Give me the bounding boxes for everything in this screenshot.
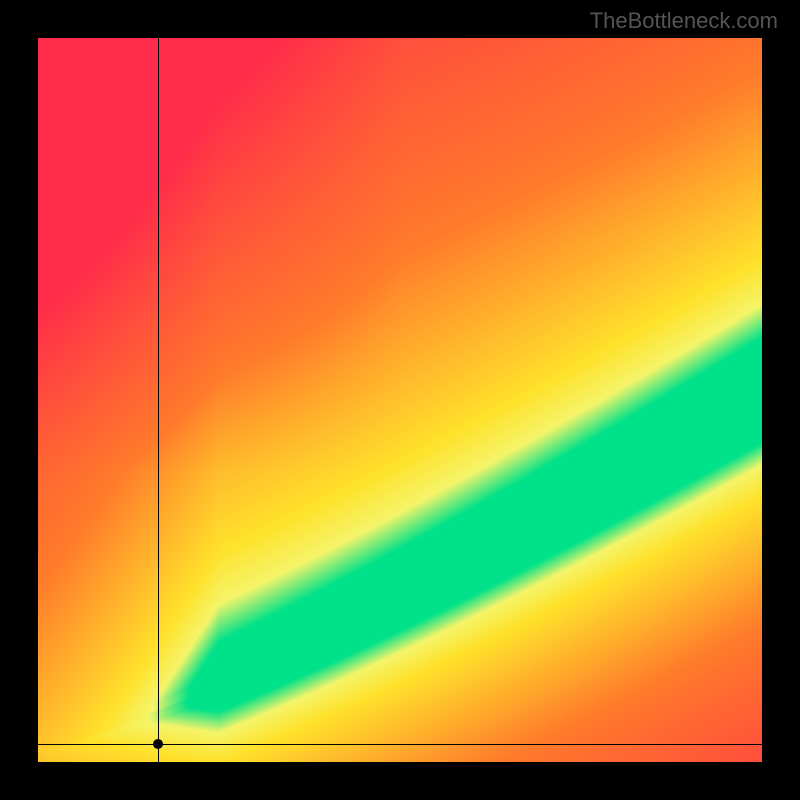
chart-container: TheBottleneck.com xyxy=(0,0,800,800)
heatmap-canvas xyxy=(38,38,762,762)
watermark-text: TheBottleneck.com xyxy=(590,8,778,34)
heatmap-chart xyxy=(38,38,762,762)
crosshair-marker-dot xyxy=(153,739,163,749)
crosshair-horizontal-line xyxy=(38,744,762,745)
crosshair-vertical-line xyxy=(158,38,159,762)
